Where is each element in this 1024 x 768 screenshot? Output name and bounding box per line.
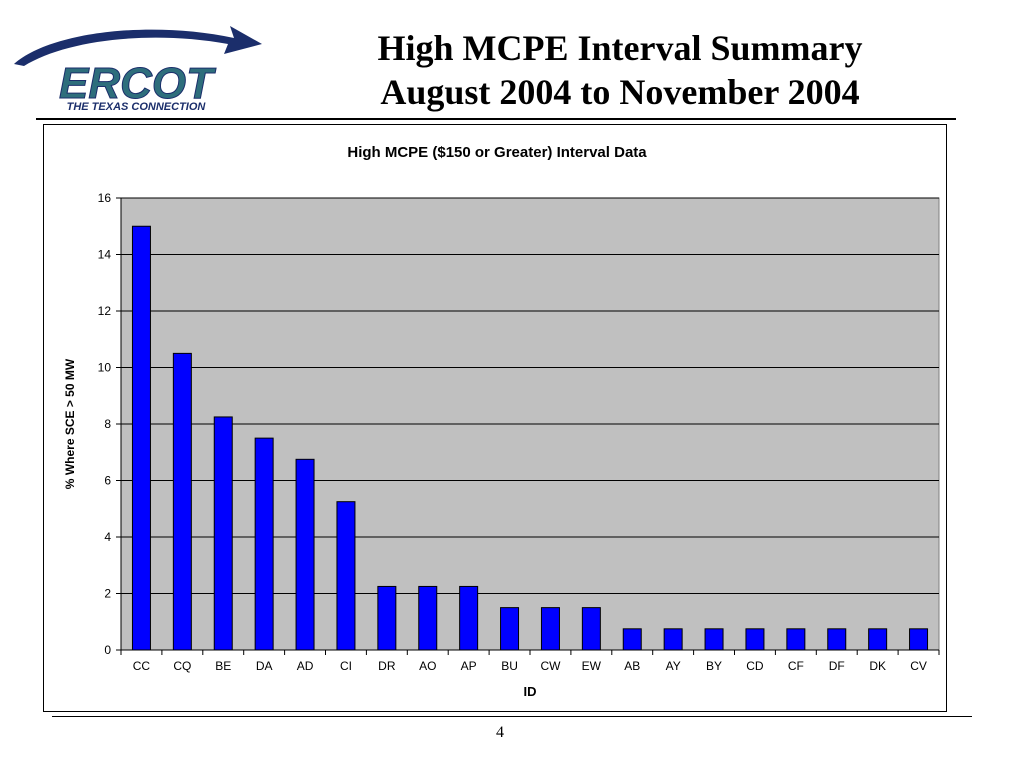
x-tick-label: DR [378, 659, 396, 673]
bar-ad [295, 458, 315, 651]
bar-cq [172, 352, 192, 651]
x-tick-label: AD [297, 659, 314, 673]
x-tick-label: AO [419, 659, 436, 673]
bars [131, 225, 929, 651]
bar-bu [500, 607, 520, 651]
x-tick-label: CC [133, 659, 151, 673]
bar-ap [459, 585, 479, 651]
x-axis-label: ID [524, 684, 537, 699]
bar-cf [786, 628, 806, 651]
page-number: 4 [496, 724, 504, 741]
bar-dk [868, 628, 888, 651]
y-tick-label: 6 [104, 474, 111, 488]
bar-by [704, 628, 724, 651]
y-tick-label: 12 [98, 304, 112, 318]
y-tick-label: 14 [98, 248, 112, 262]
slide-title-line-1: High MCPE Interval Summary [377, 28, 863, 68]
ercot-logo: ERCOT THE TEXAS CONNECTION [14, 26, 262, 113]
bar-cc [131, 225, 151, 651]
logo-tagline: THE TEXAS CONNECTION [67, 101, 207, 113]
logo-arc [14, 26, 262, 66]
bar-ab [622, 628, 642, 651]
x-tick-label: CW [540, 659, 561, 673]
bottom-divider [52, 716, 972, 717]
bar-cw [540, 607, 560, 651]
bar-ay [663, 628, 683, 651]
bar-dr [377, 585, 397, 651]
x-tick-label: CD [746, 659, 764, 673]
chart-frame: High MCPE ($150 or Greater) Interval Dat… [43, 124, 947, 712]
x-tick-label: AY [666, 659, 681, 673]
x-tick-label: CI [340, 659, 352, 673]
y-tick-label: 4 [104, 530, 111, 544]
x-tick-label: AB [624, 659, 640, 673]
y-tick-label: 2 [104, 587, 111, 601]
x-tick-label: BE [215, 659, 231, 673]
logo-wordmark: ERCOT [59, 59, 216, 108]
x-tick-label: CV [910, 659, 927, 673]
x-tick-label: CQ [173, 659, 191, 673]
x-axis: CC CQ BE DA AD CI DR AO AP BU CW EW AB AY BY CD CF DF DK CV [120, 649, 940, 673]
x-tick-label: BY [706, 659, 722, 673]
x-tick-label: EW [582, 659, 602, 673]
slide-title: High MCPE Interval Summary August 2004 t… [300, 26, 940, 114]
x-tick-label: DF [829, 659, 845, 673]
y-axis: 0 2 4 6 8 10 12 14 16 [98, 191, 122, 657]
bar-ci [336, 501, 356, 651]
y-axis-label: % Where SCE > 50 MW [63, 358, 77, 489]
y-tick-label: 8 [104, 417, 111, 431]
bar-chart: High MCPE ($150 or Greater) Interval Dat… [63, 144, 940, 699]
bar-ao [418, 585, 438, 651]
x-tick-label: BU [501, 659, 518, 673]
x-tick-label: AP [461, 659, 477, 673]
top-divider [36, 118, 956, 120]
bar-ew [581, 607, 601, 651]
bar-cv [909, 628, 929, 651]
y-tick-label: 0 [104, 643, 111, 657]
y-tick-label: 10 [98, 361, 112, 375]
bar-cd [745, 628, 765, 651]
bar-be [213, 416, 233, 651]
slide-title-line-2: August 2004 to November 2004 [380, 72, 860, 112]
bar-df [827, 628, 847, 651]
chart-title: High MCPE ($150 or Greater) Interval Dat… [347, 144, 647, 161]
x-tick-label: CF [788, 659, 804, 673]
y-tick-label: 16 [98, 191, 112, 205]
bar-da [254, 437, 274, 651]
x-tick-label: DA [256, 659, 273, 673]
x-tick-label: DK [869, 659, 886, 673]
